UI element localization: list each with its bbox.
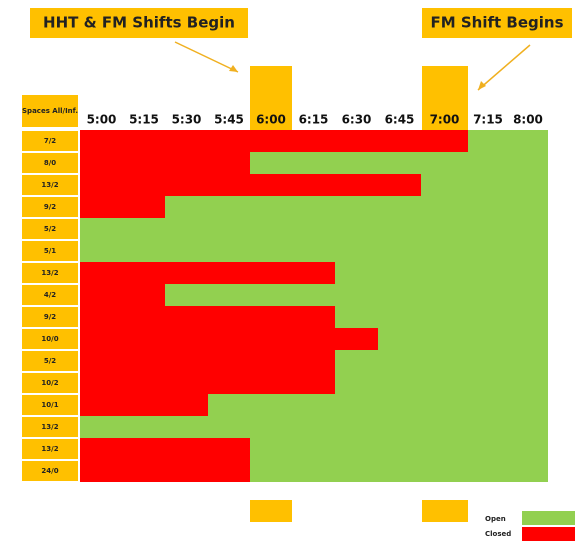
column-label: 6:30 bbox=[342, 113, 372, 127]
closed-bar bbox=[80, 460, 250, 482]
row-label: 5/1 bbox=[44, 247, 56, 255]
legend-label: Open bbox=[485, 515, 506, 523]
arrow bbox=[174, 41, 239, 73]
row-label: 10/2 bbox=[41, 379, 58, 387]
legend-swatch bbox=[522, 511, 575, 525]
row-label-box bbox=[22, 461, 78, 481]
column-label: 7:00 bbox=[430, 113, 460, 127]
arrow-head bbox=[478, 81, 486, 90]
row-label-box bbox=[22, 351, 78, 371]
row-label: 24/0 bbox=[41, 467, 58, 475]
closed-bar bbox=[80, 262, 335, 284]
row-label-box bbox=[22, 439, 78, 459]
row-label-box bbox=[22, 417, 78, 437]
row-label-box bbox=[22, 395, 78, 415]
closed-bar bbox=[80, 328, 378, 350]
row-label-box bbox=[22, 307, 78, 327]
row-label-box bbox=[22, 131, 78, 151]
closed-bar bbox=[80, 196, 165, 218]
row-label: 10/0 bbox=[41, 335, 58, 343]
row-label: 9/2 bbox=[44, 313, 56, 321]
row-label: 5/2 bbox=[44, 225, 56, 233]
arrow-head bbox=[229, 65, 238, 72]
open-bar bbox=[80, 284, 548, 306]
closed-bar bbox=[80, 152, 250, 174]
row-label-box bbox=[22, 153, 78, 173]
highlight bbox=[250, 66, 292, 130]
row-label-box bbox=[22, 219, 78, 239]
highlight bbox=[422, 500, 468, 522]
closed-bar bbox=[80, 394, 208, 416]
row-label-box bbox=[22, 285, 78, 305]
row-label: 13/2 bbox=[41, 269, 58, 277]
callout-box bbox=[30, 8, 248, 38]
open-bar bbox=[80, 196, 548, 218]
row-label-box bbox=[22, 263, 78, 283]
column-label: 8:00 bbox=[513, 113, 543, 127]
header-box bbox=[22, 95, 78, 127]
row-label: 13/2 bbox=[41, 445, 58, 453]
callout: FM Shift Begins bbox=[430, 14, 563, 32]
highlight bbox=[250, 500, 292, 522]
closed-bar bbox=[80, 174, 421, 196]
closed-bar bbox=[80, 306, 335, 328]
row-label: 8/0 bbox=[44, 159, 56, 167]
column-label: 5:45 bbox=[214, 113, 244, 127]
open-bar bbox=[80, 218, 548, 240]
column-label: 6:45 bbox=[385, 113, 415, 127]
column-label: 5:00 bbox=[87, 113, 117, 127]
column-label: 5:15 bbox=[129, 113, 159, 127]
row-label-box bbox=[22, 197, 78, 217]
closed-bar bbox=[80, 284, 165, 306]
row-label-box bbox=[22, 373, 78, 393]
column-label: 6:00 bbox=[256, 113, 286, 127]
closed-bar bbox=[80, 372, 335, 394]
row-label-box bbox=[22, 329, 78, 349]
legend-swatch bbox=[522, 527, 575, 541]
row-label-box bbox=[22, 241, 78, 261]
row-label: 9/2 bbox=[44, 203, 56, 211]
row-label: 13/2 bbox=[41, 423, 58, 431]
closed-bar bbox=[80, 350, 335, 372]
row-label: 13/2 bbox=[41, 181, 58, 189]
arrow bbox=[477, 44, 531, 91]
open-bar bbox=[80, 416, 548, 438]
column-label: 7:15 bbox=[473, 113, 503, 127]
row-label: 7/2 bbox=[44, 137, 56, 145]
legend-label: Closed bbox=[485, 530, 511, 538]
closed-bar bbox=[80, 438, 250, 460]
row-label: 4/2 bbox=[44, 291, 56, 299]
closed-bar bbox=[80, 130, 468, 152]
column-label: 6:15 bbox=[299, 113, 329, 127]
highlight bbox=[422, 66, 468, 130]
row-label-box bbox=[22, 175, 78, 195]
column-label: 5:30 bbox=[172, 113, 202, 127]
callout-box bbox=[422, 8, 572, 38]
row-label: 5/2 bbox=[44, 357, 56, 365]
open-bar bbox=[80, 240, 548, 262]
row-label: 10/1 bbox=[41, 401, 58, 409]
callout: HHT & FM Shifts Begin bbox=[43, 14, 235, 32]
header: Spaces All/Inf. bbox=[22, 107, 78, 115]
